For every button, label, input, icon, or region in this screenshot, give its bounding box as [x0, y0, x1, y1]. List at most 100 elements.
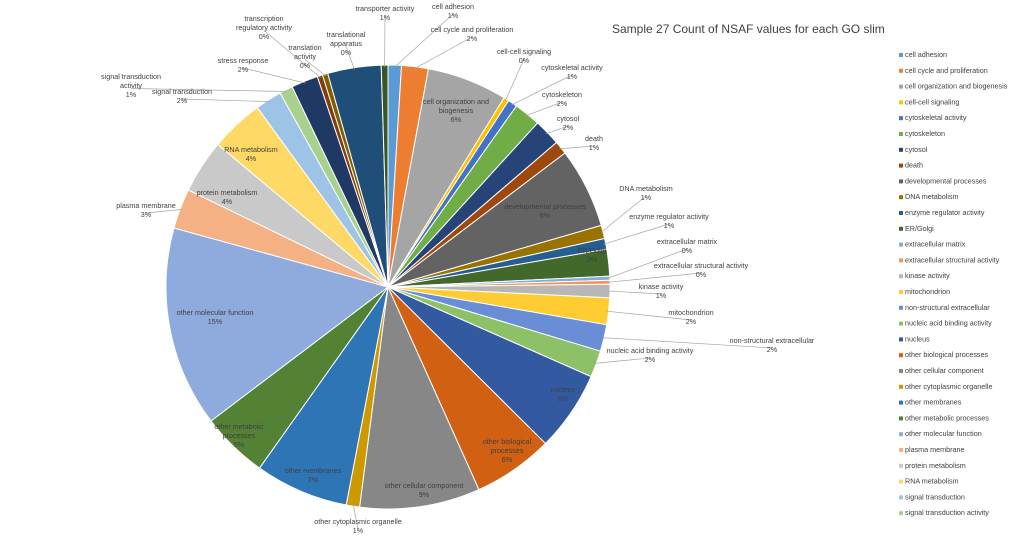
leader-line-cytoskeletal-activity [511, 74, 573, 106]
legend-swatch-protein-metabolism [899, 463, 903, 468]
leader-line-non-structural-extracellular [602, 337, 773, 349]
leader-line-dna-metabolism [600, 195, 647, 233]
data-label-nucleic-acid-binding-activity: nucleic acid binding activity 2% [607, 346, 694, 364]
slice-labels: cell adhesion 1% cell cycle and proliferat… [101, 2, 815, 535]
pie-slice-other-cellular-component [359, 285, 480, 510]
data-label-non-structural-extracellular: non-structural extracellular 2% [730, 336, 815, 354]
leader-line-mitochondrion [606, 310, 692, 321]
data-label-translational-apparatus: translational apparatus 0% [327, 30, 366, 57]
data-label-cell-cell-signaling: cell-cell signaling 0% [497, 47, 551, 65]
legend-swatch-enzyme-regulator-activity [899, 211, 903, 215]
leader-line-cytosol [545, 125, 569, 135]
leader-line-cell-cycle-and-proliferation [414, 36, 473, 69]
legend-swatch-developmental-processes [899, 179, 903, 184]
leader-lines [130, 13, 773, 530]
legend-swatch-other-cytoplasmic-organelle [899, 384, 903, 389]
legend: cell adhesion cell cycle and proliferatio… [899, 50, 1008, 517]
data-label-other-metabolic-processes: other metabolic processes 5% [214, 422, 264, 449]
data-label-transcription-regulatory-activity: transcription regulatory activity 0% [236, 14, 292, 41]
legend-swatch-nucleic-acid-binding-activity [899, 321, 903, 326]
legend-label-nucleus: nucleus [905, 334, 930, 343]
pie-slice-other-molecular-function [165, 227, 390, 422]
legend-swatch-cytoskeletal-activity [899, 116, 903, 121]
data-label-other-cytoplasmic-organelle: other cytoplasmic organelle 1% [314, 517, 402, 535]
data-label-other-molecular-function: other molecular function 15% [177, 308, 254, 326]
data-label-signal-transduction-activity: signal transduction activity 1% [101, 72, 161, 99]
data-label-cytosol: cytosol 2% [557, 114, 580, 132]
legend-label-mitochondrion: mitochondrion [905, 287, 950, 296]
legend-label-cell-organization-and-biogenesis: cell organization and biogenesis [905, 82, 1008, 91]
legend-swatch-other-metabolic-processes [899, 416, 903, 421]
legend-label-cytoskeletal-activity: cytoskeletal activity [905, 113, 967, 122]
data-label-other-cellular-component: other cellular component 9% [385, 481, 464, 499]
leader-line-death [559, 145, 595, 150]
legend-swatch-dna-metabolism [899, 195, 903, 200]
legend-label-extracellular-structural-activity: extracellular structural activity [905, 255, 1000, 264]
legend-label-protein-metabolism: protein metabolism [905, 461, 966, 470]
leader-line-cytoskeleton [525, 101, 563, 117]
data-label-signal-transduction: signal transduction 2% [152, 87, 212, 105]
legend-label-signal-transduction-activity: signal transduction activity [905, 508, 989, 517]
legend-swatch-mitochondrion [899, 290, 903, 294]
legend-label-nucleic-acid-binding-activity: nucleic acid binding activity [905, 319, 992, 328]
legend-swatch-extracellular-structural-activity [899, 258, 903, 263]
data-label-rna-metabolism: RNA metabolism 4% [224, 145, 278, 163]
leader-line-extracellular-matrix [607, 248, 688, 279]
legend-swatch-other-membranes [899, 400, 903, 405]
legend-label-other-cytoplasmic-organelle: other cytoplasmic organelle [905, 382, 993, 391]
data-label-protein-metabolism: protein metabolism 4% [197, 188, 258, 206]
legend-label-developmental-processes: developmental processes [905, 176, 987, 185]
leader-line-transcription-regulatory-activity [263, 30, 321, 78]
legend-swatch-cell-organization-and-biogenesis [899, 84, 903, 89]
legend-label-extracellular-matrix: extracellular matrix [905, 240, 966, 249]
data-label-extracellular-structural-activity: extracellular structural activity 0% [654, 261, 749, 279]
legend-label-cell-adhesion: cell adhesion [905, 50, 947, 59]
legend-label-cell-cycle-and-proliferation: cell cycle and proliferation [905, 66, 988, 75]
data-label-dna-metabolism: DNA metabolism 1% [619, 184, 673, 202]
data-label-plasma-membrane: plasma membrane 3% [116, 201, 176, 219]
legend-swatch-signal-transduction-activity [899, 511, 903, 516]
leader-line-plasma-membrane [145, 209, 183, 214]
legend-swatch-cytoskeleton [899, 132, 903, 136]
leader-line-signal-transduction [181, 98, 270, 102]
leader-line-nucleic-acid-binding-activity [594, 357, 651, 364]
legend-swatch-death [899, 163, 903, 168]
legend-label-signal-transduction: signal transduction [905, 492, 965, 501]
legend-swatch-cell-cycle-and-proliferation [899, 68, 903, 73]
data-label-er-golgi: ER/Golgi 2% [578, 246, 607, 264]
legend-swatch-plasma-membrane [899, 448, 903, 452]
data-label-translation-activity: translation activity 0% [288, 43, 321, 70]
legend-label-cytosol: cytosol [905, 145, 928, 154]
legend-label-rna-metabolism: RNA metabolism [905, 477, 959, 486]
data-label-cell-cycle-and-proliferation: cell cycle and proliferation 2% [431, 25, 514, 43]
legend-label-other-cellular-component: other cellular component [905, 366, 984, 375]
legend-swatch-nucleus [899, 337, 903, 342]
legend-label-cell-cell-signaling: cell-cell signaling [905, 97, 959, 106]
legend-label-kinase-activity: kinase activity [905, 271, 950, 280]
legend-swatch-kinase-activity [899, 274, 903, 279]
leader-line-cell-cell-signaling [504, 58, 525, 102]
legend-label-enzyme-regulator-activity: enzyme regulator activity [905, 208, 985, 217]
leader-line-stress-response [242, 67, 306, 84]
data-label-developmental-processes: developmental processes 6% [504, 202, 586, 220]
leader-line-signal-transduction-activity [130, 88, 288, 92]
leader-line-cell-adhesion [394, 13, 454, 68]
legend-swatch-non-structural-extracellular [899, 305, 903, 310]
legend-swatch-extracellular-matrix [899, 242, 903, 247]
leader-line-kinase-activity [607, 290, 662, 295]
data-label-mitochondrion: mitochondrion 2% [668, 308, 713, 326]
pie-slices [165, 64, 611, 510]
data-label-enzyme-regulator-activity: enzyme regulator activity 1% [629, 212, 709, 230]
leader-line-other-cytoplasmic-organelle [352, 504, 359, 530]
legend-swatch-rna-metabolism [899, 479, 903, 484]
legend-swatch-cell-cell-signaling [899, 100, 903, 105]
data-label-cytoskeletal-activity: cytoskeletal activity 1% [541, 63, 603, 81]
data-label-extracellular-matrix: extracellular matrix 0% [657, 237, 718, 255]
legend-label-other-metabolic-processes: other metabolic processes [905, 413, 989, 422]
data-label-other-membranes: other membranes 7% [285, 466, 342, 484]
legend-swatch-er-golgi [899, 226, 903, 231]
data-label-other-biological-processes: other biological processes 6% [483, 437, 532, 464]
legend-swatch-signal-transduction [899, 495, 903, 500]
legend-swatch-cell-adhesion [899, 53, 903, 57]
legend-label-non-structural-extracellular: non-structural extracellular [905, 303, 990, 312]
